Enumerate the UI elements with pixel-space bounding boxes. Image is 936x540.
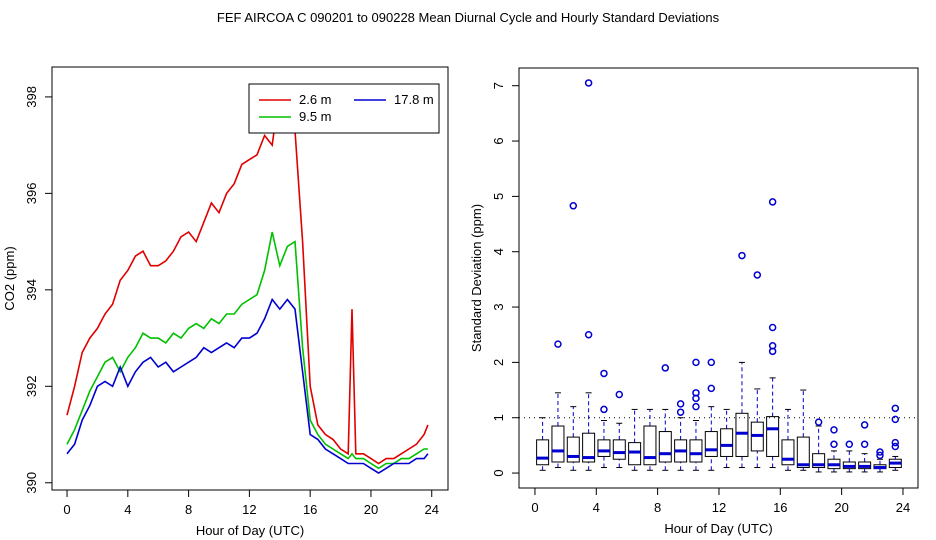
box [551, 425, 565, 463]
x-tick-label: 20 [364, 502, 378, 517]
y-axis-label: CO2 (ppm) [2, 246, 17, 310]
y-tick-label: 7 [491, 82, 506, 89]
box [766, 416, 780, 457]
x-tick-label: 12 [712, 500, 726, 515]
x-axis-label: Hour of Day (UTC) [196, 523, 304, 538]
x-tick-label: 16 [773, 500, 787, 515]
outlier [554, 340, 562, 348]
outlier [814, 418, 823, 426]
box [704, 431, 718, 457]
x-tick-label: 0 [531, 500, 538, 515]
box [781, 439, 795, 466]
outlier [707, 384, 716, 393]
plot-frame [518, 67, 919, 489]
y-axis-label: Standard Deviation (ppm) [469, 204, 484, 352]
box [796, 436, 810, 469]
data-line [66, 231, 428, 470]
legend-label: 2.6 m [299, 92, 332, 107]
outlier [707, 358, 716, 367]
outlier [661, 364, 670, 372]
box [582, 432, 596, 463]
y-tick-label: 0 [491, 469, 506, 476]
y-tick-label: 5 [491, 193, 506, 200]
y-tick-label: 398 [24, 86, 39, 108]
outlier [876, 451, 884, 460]
box [566, 436, 580, 463]
data-line [66, 87, 429, 465]
outlier [676, 408, 685, 416]
outlier [830, 440, 838, 449]
outlier [860, 440, 869, 449]
y-tick-label: 390 [24, 472, 39, 494]
x-tick-label: 4 [593, 500, 600, 515]
outlier [830, 426, 838, 434]
outlier [891, 404, 900, 413]
x-tick-label: 12 [242, 502, 256, 517]
y-tick-label: 394 [24, 279, 39, 301]
outlier [600, 405, 608, 414]
outlier [584, 330, 593, 339]
outlier [891, 442, 900, 451]
box [812, 453, 826, 469]
outlier [876, 448, 884, 456]
box [536, 439, 550, 466]
outlier [692, 402, 700, 411]
box [689, 439, 703, 463]
box [658, 431, 672, 463]
outlier [768, 198, 777, 206]
outlier [753, 271, 762, 279]
box [735, 412, 749, 457]
legend-label: 17.8 m [394, 92, 434, 107]
outlier [845, 440, 854, 449]
outlier [692, 358, 700, 367]
outlier [768, 347, 777, 356]
y-tick-label: 2 [491, 359, 506, 366]
outlier [768, 323, 777, 332]
legend-box [248, 83, 440, 134]
box [720, 428, 734, 457]
outlier [738, 251, 746, 260]
outlier [891, 438, 900, 447]
x-tick-label: 20 [834, 500, 848, 515]
figure-title: FEF AIRCOA C 090201 to 090228 Mean Diurn… [217, 10, 720, 25]
x-tick-label: 8 [185, 502, 192, 517]
outlier [569, 202, 578, 210]
y-tick-label: 396 [24, 183, 39, 205]
legend-label: 9.5 m [299, 109, 332, 124]
outlier [600, 369, 608, 378]
y-tick-label: 1 [491, 414, 506, 421]
x-tick-label: 0 [63, 502, 70, 517]
box [597, 439, 611, 457]
outlier [615, 390, 624, 399]
y-tick-label: 3 [491, 303, 506, 310]
outlier [676, 400, 685, 408]
outlier [891, 415, 900, 424]
x-tick-label: 24 [896, 500, 910, 515]
outlier [584, 79, 593, 87]
outlier [692, 394, 700, 403]
y-tick-label: 392 [24, 375, 39, 397]
x-tick-label: 16 [303, 502, 317, 517]
x-tick-label: 8 [654, 500, 661, 515]
box [628, 442, 642, 466]
y-tick-label: 4 [491, 248, 506, 255]
x-axis-label: Hour of Day (UTC) [664, 521, 772, 536]
outlier [860, 421, 869, 429]
box [643, 425, 657, 466]
box [612, 439, 626, 460]
x-tick-label: 4 [124, 502, 131, 517]
data-line [66, 297, 429, 475]
x-tick-label: 24 [425, 502, 439, 517]
y-tick-label: 6 [491, 137, 506, 144]
